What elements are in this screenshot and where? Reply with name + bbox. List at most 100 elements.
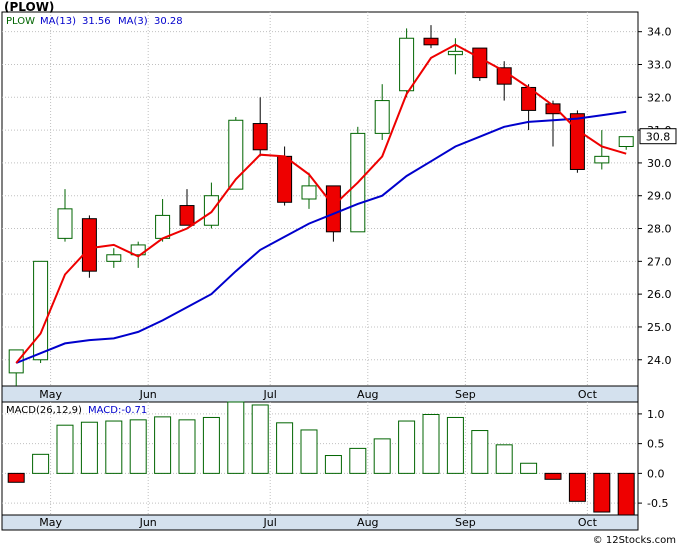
- macd-bar-positive: [202, 416, 220, 474]
- macd-bar-positive: [300, 429, 318, 474]
- legend-ma13-value: 31.56: [82, 16, 111, 27]
- candle-down: [423, 25, 439, 49]
- candle-up: [57, 189, 73, 242]
- candle-body: [374, 100, 390, 134]
- candle-body: [8, 349, 24, 374]
- price-month-label: Aug: [357, 388, 378, 401]
- macd-bar-negative: [568, 472, 586, 502]
- candle-down: [179, 189, 195, 226]
- price-legend: PLOW MA(13) 31.56 MA(3) 30.28: [6, 16, 183, 27]
- candle-up: [228, 116, 244, 190]
- macd-y-tick-label: -0.5: [647, 497, 668, 510]
- price-month-label: Jun: [139, 388, 157, 401]
- last-price-label: 30.8: [646, 131, 671, 144]
- macd-bar-positive: [227, 401, 245, 474]
- macd-bar-negative: [7, 472, 25, 483]
- price-y-axis: 24.025.026.027.028.029.030.031.032.033.0…: [638, 26, 672, 367]
- candle-up: [130, 241, 146, 268]
- candle-body: [179, 205, 195, 226]
- candle-body: [301, 185, 317, 200]
- candle-up: [33, 260, 49, 364]
- macd-legend-value: MACD:-0.71: [88, 405, 147, 416]
- macd-bar-positive: [105, 420, 123, 474]
- candle-body: [447, 50, 463, 56]
- price-panel: 24.025.026.027.028.029.030.031.032.033.0…: [1, 11, 677, 403]
- price-gridlines: [2, 12, 638, 386]
- candle-body: [399, 37, 415, 92]
- macd-bar-positive: [446, 416, 464, 474]
- macd-y-tick-label: 0.5: [647, 438, 665, 451]
- macd-bar-negative: [593, 472, 611, 513]
- price-month-label: Oct: [578, 388, 598, 401]
- price-month-labels: May Jun Jul Aug Sep Oct: [39, 388, 597, 401]
- moving-average-lines: [15, 43, 627, 364]
- macd-month-label: Jul: [263, 516, 277, 529]
- macd-bar-positive: [471, 430, 489, 474]
- price-y-tick-label: 34.0: [647, 26, 672, 39]
- candle-body: [130, 244, 146, 256]
- last-price-box: [639, 128, 677, 145]
- candle-up: [618, 136, 634, 150]
- ma3-line: [15, 43, 627, 364]
- macd-bar-positive: [80, 421, 98, 474]
- macd-panel: -0.5 0.0 0.5 1.0 May Jun Jul Aug Sep Oct MACD(26…: [1, 401, 668, 531]
- price-panel-frame: [1, 11, 639, 387]
- macd-bar-positive: [56, 424, 74, 474]
- price-month-label: May: [39, 388, 62, 401]
- macd-month-axis-bar: [1, 514, 639, 531]
- candlesticks: [8, 25, 634, 386]
- candle-body: [423, 37, 439, 46]
- candle-up: [594, 130, 610, 170]
- candle-body: [325, 185, 341, 233]
- macd-bar-positive: [251, 404, 269, 474]
- candle-up: [106, 248, 122, 268]
- price-y-tick-label: 32.0: [647, 91, 672, 104]
- candle-body: [57, 208, 73, 239]
- candle-body: [228, 119, 244, 190]
- candle-down: [545, 100, 561, 147]
- macd-month-label: Jun: [139, 516, 157, 529]
- price-y-tick-label: 27.0: [647, 255, 672, 268]
- watermark: © 12Stocks.com: [593, 535, 676, 546]
- macd-legend: MACD(26,12,9) MACD:-0.71: [6, 405, 147, 416]
- candle-body: [545, 103, 561, 115]
- macd-month-label: May: [39, 516, 62, 529]
- candle-up: [350, 126, 366, 233]
- macd-month-label: Oct: [578, 516, 598, 529]
- price-month-axis-bar: [1, 385, 639, 403]
- macd-bar-positive: [349, 447, 367, 474]
- legend-ticker: PLOW: [6, 16, 35, 27]
- candle-down: [472, 47, 488, 81]
- candle-body: [277, 155, 293, 203]
- macd-bar-positive: [154, 416, 172, 474]
- price-month-label: Sep: [455, 388, 476, 401]
- macd-y-tick-label: 1.0: [647, 408, 665, 421]
- macd-bar-positive: [178, 419, 196, 474]
- candle-up: [301, 172, 317, 209]
- price-y-tick-label: 25.0: [647, 321, 672, 334]
- candle-body: [106, 254, 122, 262]
- candle-body: [81, 218, 97, 272]
- candle-up: [8, 349, 24, 386]
- candle-body: [594, 155, 610, 164]
- macd-bar-positive: [398, 420, 416, 474]
- price-y-tick-label: 24.0: [647, 354, 672, 367]
- candle-body: [33, 260, 49, 361]
- macd-month-label: Aug: [357, 516, 378, 529]
- macd-legend-label: MACD(26,12,9): [6, 405, 82, 416]
- candle-down: [81, 215, 97, 278]
- price-y-tick-label: 30.0: [647, 157, 672, 170]
- candle-body: [155, 214, 171, 239]
- macd-gridlines: [2, 402, 638, 515]
- macd-bars: [7, 401, 635, 517]
- price-y-tick-label: 33.0: [647, 58, 672, 71]
- macd-bar-negative: [617, 472, 635, 517]
- macd-bar-positive: [495, 444, 513, 474]
- macd-bar-positive: [520, 462, 538, 474]
- price-month-label: Jul: [263, 388, 277, 401]
- macd-month-label: Sep: [455, 516, 476, 529]
- macd-y-axis: -0.5 0.0 0.5 1.0: [638, 408, 668, 510]
- price-y-tick-label: 28.0: [647, 223, 672, 236]
- candle-down: [252, 97, 268, 157]
